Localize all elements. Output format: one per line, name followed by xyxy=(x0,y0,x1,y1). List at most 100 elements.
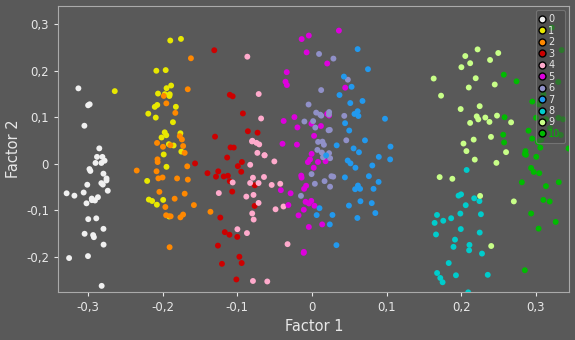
7 xyxy=(328,212,337,218)
7 xyxy=(365,173,374,179)
2 xyxy=(178,212,187,217)
7 xyxy=(374,154,384,159)
1 xyxy=(177,36,186,41)
1 xyxy=(165,91,174,97)
6 xyxy=(312,110,321,115)
6 xyxy=(304,102,313,107)
5 xyxy=(282,82,292,88)
7 xyxy=(374,179,383,185)
3 xyxy=(210,134,220,139)
1 xyxy=(160,130,169,135)
8 xyxy=(477,251,486,256)
8 xyxy=(444,260,453,266)
3 xyxy=(237,159,247,165)
4 xyxy=(249,217,258,222)
10 xyxy=(520,268,530,273)
9 xyxy=(461,53,470,59)
8 xyxy=(475,230,484,235)
5 xyxy=(304,33,313,38)
3 xyxy=(250,203,259,209)
0 xyxy=(67,298,76,303)
2 xyxy=(172,176,182,181)
0 xyxy=(93,194,102,200)
6 xyxy=(310,181,320,187)
6 xyxy=(324,112,333,117)
10 xyxy=(545,199,554,204)
10 xyxy=(527,136,536,141)
0 xyxy=(62,190,71,196)
8 xyxy=(454,193,463,198)
1 xyxy=(164,141,174,147)
5 xyxy=(334,28,343,33)
0 xyxy=(85,166,94,172)
6 xyxy=(319,155,328,160)
3 xyxy=(190,161,200,166)
9 xyxy=(429,76,438,81)
1 xyxy=(165,93,174,99)
9 xyxy=(472,114,481,119)
7 xyxy=(352,215,362,221)
0 xyxy=(99,226,108,232)
4 xyxy=(259,174,269,180)
3 xyxy=(225,92,235,98)
Legend: 0, 1, 2, 3, 4, 5, 6, 7, 8, 9, 10: 0, 1, 2, 3, 4, 5, 6, 7, 8, 9, 10 xyxy=(536,11,565,143)
3 xyxy=(233,164,243,169)
5 xyxy=(301,183,310,188)
5 xyxy=(323,111,332,117)
10 xyxy=(551,219,560,225)
5 xyxy=(293,125,302,130)
10 xyxy=(547,25,557,30)
10 xyxy=(522,152,531,157)
2 xyxy=(206,209,215,215)
2 xyxy=(162,212,171,218)
3 xyxy=(225,178,235,184)
7 xyxy=(340,120,350,126)
7 xyxy=(353,108,362,114)
1 xyxy=(144,111,153,116)
4 xyxy=(256,116,266,121)
2 xyxy=(183,177,193,182)
0 xyxy=(64,255,74,261)
7 xyxy=(340,175,350,180)
0 xyxy=(82,201,91,206)
8 xyxy=(456,226,465,232)
7 xyxy=(369,186,378,191)
8 xyxy=(436,275,445,281)
10 xyxy=(558,117,568,122)
7 xyxy=(325,222,335,227)
9 xyxy=(474,117,483,122)
2 xyxy=(189,202,198,208)
1 xyxy=(162,133,171,138)
9 xyxy=(509,199,519,204)
10 xyxy=(537,137,546,142)
10 xyxy=(539,197,548,203)
3 xyxy=(213,243,223,248)
5 xyxy=(297,175,306,180)
7 xyxy=(347,84,356,89)
7 xyxy=(358,98,367,104)
9 xyxy=(486,134,496,140)
0 xyxy=(83,182,92,187)
7 xyxy=(349,146,358,151)
1 xyxy=(169,143,178,148)
1 xyxy=(110,88,120,94)
8 xyxy=(465,242,474,248)
10 xyxy=(535,170,544,176)
10 xyxy=(541,183,550,189)
9 xyxy=(459,141,468,146)
6 xyxy=(324,109,333,115)
7 xyxy=(354,183,363,188)
2 xyxy=(155,189,164,194)
4 xyxy=(271,207,280,212)
1 xyxy=(151,115,160,120)
1 xyxy=(164,214,174,219)
3 xyxy=(237,169,246,174)
10 xyxy=(564,146,573,151)
3 xyxy=(238,111,247,116)
0 xyxy=(99,171,108,176)
4 xyxy=(254,180,263,186)
10 xyxy=(500,115,509,120)
5 xyxy=(299,207,308,212)
5 xyxy=(310,203,319,208)
6 xyxy=(310,125,320,130)
